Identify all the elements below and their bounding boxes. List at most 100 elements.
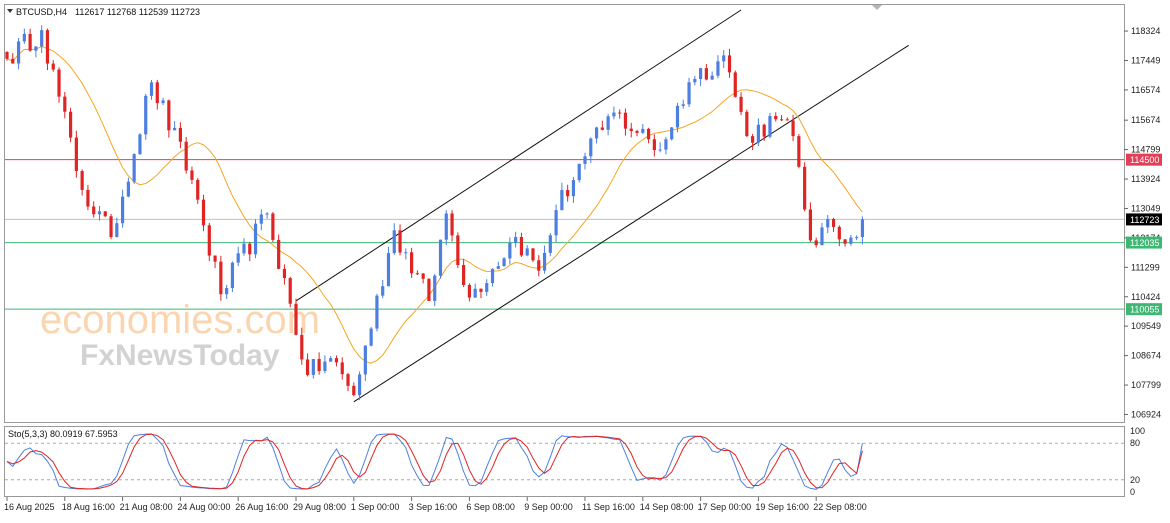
candle xyxy=(675,102,680,133)
candle xyxy=(716,55,720,79)
candle-body xyxy=(444,213,448,240)
candle xyxy=(410,247,414,278)
candle-body xyxy=(652,139,656,151)
x-tick-label: 1 Sep 00:00 xyxy=(351,502,400,512)
candle-body xyxy=(253,223,258,255)
candle-body xyxy=(762,124,766,137)
candle-body xyxy=(201,199,206,226)
candle xyxy=(357,371,362,401)
candle-body xyxy=(265,213,269,215)
candle xyxy=(248,241,252,262)
candle xyxy=(710,71,714,80)
candle xyxy=(837,225,841,247)
candle-body xyxy=(438,239,443,276)
stoch-tick-label: 20 xyxy=(1130,475,1140,485)
candle xyxy=(849,234,853,246)
candle-body xyxy=(745,111,749,137)
candle xyxy=(40,25,44,54)
x-tick-label: 9 Sep 00:00 xyxy=(524,502,573,512)
candle-body xyxy=(485,283,489,292)
candle xyxy=(600,120,604,131)
badge-resistance: 114500 xyxy=(1130,155,1159,165)
x-tick-label: 22 Sep 08:00 xyxy=(813,502,867,512)
candle xyxy=(646,127,651,144)
candle-body xyxy=(103,211,107,217)
candle xyxy=(519,232,524,257)
candle-body xyxy=(109,216,113,238)
candle-body xyxy=(190,170,194,180)
candle xyxy=(386,246,391,287)
candle-body xyxy=(132,154,136,182)
candle-body xyxy=(317,359,321,372)
candle xyxy=(860,216,865,245)
candle-body xyxy=(739,96,743,112)
candle xyxy=(74,130,78,178)
y-tick-label: 110424 xyxy=(1131,292,1160,302)
candle xyxy=(311,358,315,379)
candle-body xyxy=(144,95,148,135)
candle-body xyxy=(675,105,680,128)
candle-body xyxy=(791,120,795,137)
candle xyxy=(693,75,697,86)
candle-body xyxy=(248,243,252,255)
candle-body xyxy=(479,288,483,292)
candle-body xyxy=(51,63,55,70)
candle xyxy=(531,248,535,262)
candle-body xyxy=(40,30,44,47)
candle xyxy=(433,273,437,307)
candle-body xyxy=(184,141,188,171)
candle xyxy=(178,122,182,149)
candle-body xyxy=(514,237,518,243)
candle-body xyxy=(196,179,200,200)
candle-body xyxy=(121,196,125,224)
candle-body xyxy=(583,156,587,164)
badge-resistance-bg xyxy=(1126,153,1162,166)
candle xyxy=(855,235,859,241)
candle xyxy=(219,255,223,301)
candle-body xyxy=(646,128,651,140)
candle-body xyxy=(571,180,576,197)
candle xyxy=(86,184,90,211)
candle xyxy=(508,237,512,265)
price-channel xyxy=(295,9,909,403)
candle xyxy=(5,51,9,61)
candle xyxy=(629,122,633,138)
candle-body xyxy=(727,55,732,73)
candle xyxy=(467,283,471,302)
y-tick-label: 111299 xyxy=(1131,262,1160,272)
candle xyxy=(589,137,593,164)
candle-body xyxy=(785,119,789,121)
candle xyxy=(444,210,448,246)
candle xyxy=(80,169,84,196)
candle xyxy=(450,210,454,242)
candle xyxy=(329,356,333,362)
candle xyxy=(745,109,749,137)
chevron-down-icon[interactable] xyxy=(7,9,13,13)
candle-body xyxy=(5,52,9,59)
candle xyxy=(658,142,662,153)
candle xyxy=(635,129,639,137)
candle-body xyxy=(704,68,708,80)
stoch-tick-label: 100 xyxy=(1130,426,1145,436)
candle-body xyxy=(86,189,90,207)
candle-body xyxy=(525,248,529,256)
candle-body xyxy=(855,237,859,239)
scroll-marker-icon[interactable] xyxy=(872,5,882,10)
candle xyxy=(11,52,15,64)
candle-body xyxy=(68,111,73,138)
candle-body xyxy=(548,235,552,253)
candle xyxy=(323,355,327,374)
candle-body xyxy=(259,214,263,224)
candle xyxy=(606,113,610,136)
candle-body xyxy=(751,136,755,143)
candle-body xyxy=(363,345,367,375)
candle xyxy=(808,202,813,243)
indicator-label: Sto(5,3,3) 80.0919 67.5953 xyxy=(8,429,118,439)
candle xyxy=(92,201,96,218)
candle-body xyxy=(213,255,217,262)
candle xyxy=(126,177,130,198)
candle xyxy=(103,211,107,218)
candle-body xyxy=(566,190,570,197)
candle xyxy=(670,127,674,141)
